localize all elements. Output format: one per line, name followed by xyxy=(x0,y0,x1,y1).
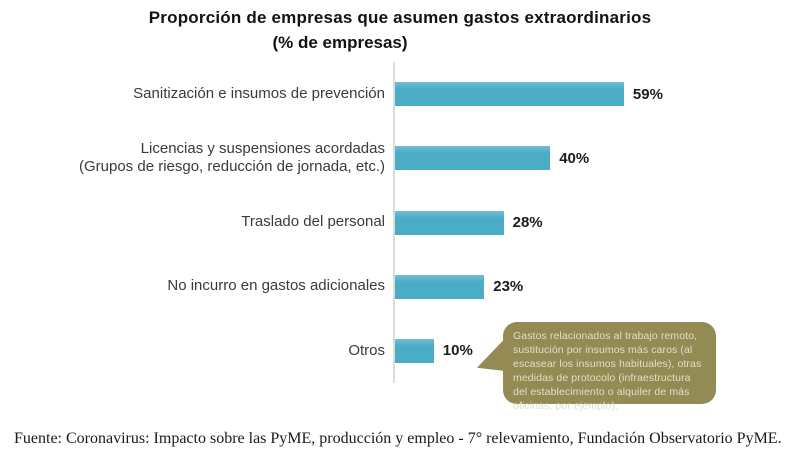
chart-row: No incurro en gastos adicionales 23% xyxy=(0,255,790,319)
chart-row: Traslado del personal 28% xyxy=(0,190,790,254)
category-label: No incurro en gastos adicionales xyxy=(167,277,385,295)
bar-value-label: 23% xyxy=(493,278,524,296)
bar-value-label: 28% xyxy=(512,214,543,231)
chart-title-block: Proporción de empresas que asumen gastos… xyxy=(0,8,800,53)
chart-row: Otros 10% xyxy=(0,319,790,383)
bar-value-label: 59% xyxy=(632,85,663,103)
chart-row: Sanitización e insumos de prevención 59% xyxy=(0,62,790,126)
chart-title: Proporción de empresas que asumen gastos… xyxy=(148,8,652,27)
bar xyxy=(395,210,504,235)
category-axis-line xyxy=(393,62,395,383)
category-label: Sanitización e insumos de prevención xyxy=(133,84,385,102)
bar xyxy=(395,274,485,299)
chart-rows: Sanitización e insumos de prevención 59% L… xyxy=(0,62,790,383)
bar-value-label: 40% xyxy=(559,149,590,167)
bar xyxy=(395,146,551,171)
bar-value-label: 10% xyxy=(442,342,473,360)
bar xyxy=(395,338,434,363)
source-note: Fuente: Coronavirus: Impacto sobre las P… xyxy=(14,430,782,447)
category-label: Licencias y suspensiones acordadas (Grup… xyxy=(79,139,385,176)
category-label: Traslado del personal xyxy=(241,213,385,231)
chart-row: Licencias y suspensiones acordadas (Grup… xyxy=(0,126,790,190)
callout-text: Gastos relacionados al trabajo remoto, s… xyxy=(513,330,702,412)
bar xyxy=(395,82,624,107)
callout-bubble: Gastos relacionados al trabajo remoto, s… xyxy=(503,322,716,412)
chart-subtitle: (% de empresas) xyxy=(272,33,408,52)
category-label: Otros xyxy=(348,341,385,359)
